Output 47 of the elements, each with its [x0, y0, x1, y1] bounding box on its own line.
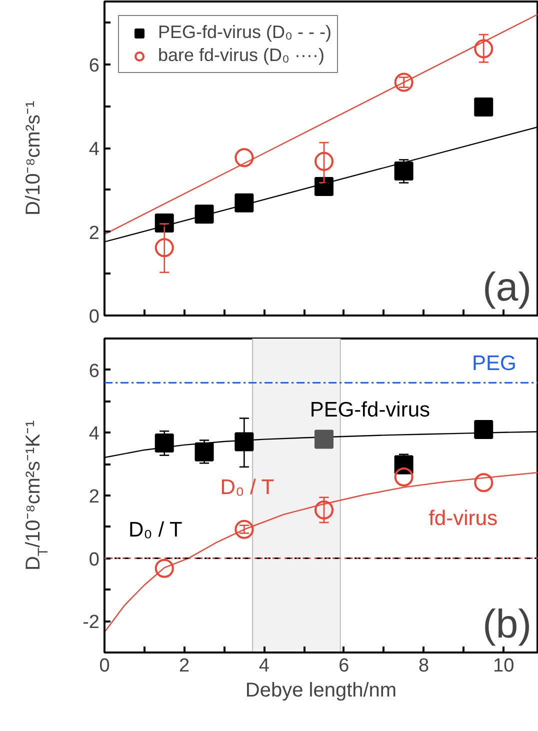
- point: [154, 434, 174, 453]
- annotation: (b): [482, 602, 532, 646]
- x-tick-label: 6: [338, 656, 350, 676]
- point: [474, 98, 494, 117]
- x-axis-title: Debye length/nm: [245, 680, 397, 702]
- y-tick-label: 4: [88, 424, 100, 445]
- point: [474, 473, 494, 492]
- x-tick-label: 4: [258, 656, 270, 676]
- annotation: fd-virus: [428, 506, 498, 530]
- point: [314, 430, 334, 449]
- y-tick-label: -2: [82, 612, 100, 634]
- point: [154, 558, 174, 578]
- point: [234, 520, 254, 539]
- y-axis-title: DT/10⁻⁸cm²s⁻¹K⁻¹: [22, 420, 50, 570]
- y-axis-title: D/10⁻⁸cm²s⁻¹: [22, 100, 44, 216]
- point: [234, 432, 254, 452]
- legend-label: bare fd-virus (D₀ ····): [158, 45, 324, 66]
- point: [234, 148, 254, 168]
- legend-label: PEG-fd-virus (D₀ - - -): [158, 22, 332, 43]
- y-tick-label: 4: [88, 139, 100, 160]
- point: [394, 467, 414, 486]
- y-tick-label: 0: [88, 549, 100, 570]
- annotation: (a): [482, 266, 532, 310]
- point: [314, 152, 334, 171]
- annotation: D₀ / T: [128, 518, 182, 542]
- y-tick-label: 2: [88, 486, 100, 508]
- x-tick-label: 8: [418, 656, 430, 676]
- point: [394, 162, 414, 181]
- x-tick-label: 10: [493, 656, 514, 676]
- point: [234, 193, 254, 212]
- point: [314, 500, 334, 520]
- y-tick-label: 6: [88, 360, 100, 382]
- point: [154, 213, 174, 232]
- annotation: D₀ / T: [220, 476, 274, 499]
- point: [314, 177, 334, 196]
- y-tick-label: 0: [88, 306, 100, 328]
- y-tick-label: 6: [88, 55, 100, 76]
- point: [194, 204, 214, 224]
- point: [194, 442, 214, 462]
- x-tick-label: 2: [179, 656, 190, 676]
- ref-line-label: PEG: [472, 352, 516, 375]
- point: [474, 39, 494, 58]
- y-tick-label: 2: [88, 222, 100, 244]
- annotation: PEG-fd-virus: [310, 398, 430, 422]
- point: [394, 72, 414, 92]
- point: [474, 420, 494, 440]
- point: [154, 238, 174, 258]
